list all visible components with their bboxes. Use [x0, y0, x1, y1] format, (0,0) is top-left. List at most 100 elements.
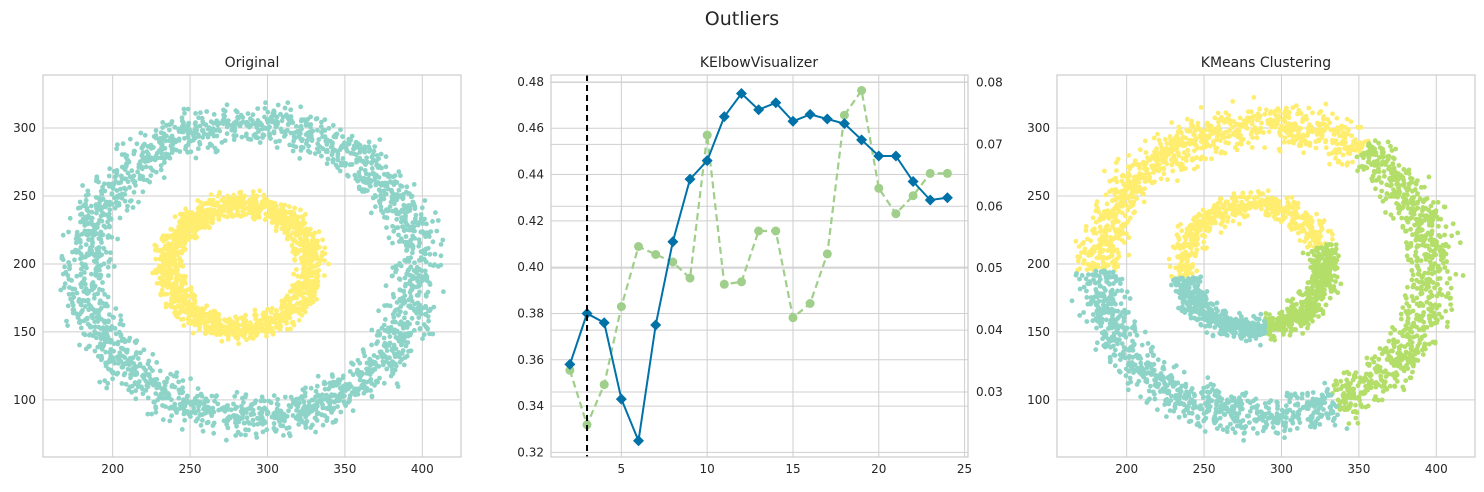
kmeans-point-series [1073, 95, 1371, 274]
data-point [169, 137, 175, 143]
data-point [1236, 127, 1242, 133]
data-point [396, 312, 401, 318]
data-point [416, 315, 422, 320]
data-point [195, 219, 201, 225]
data-point [94, 256, 100, 261]
data-point [317, 244, 322, 250]
data-point [205, 145, 211, 151]
data-point [64, 318, 69, 324]
data-point [86, 221, 92, 226]
data-point [176, 272, 181, 278]
data-point [1123, 181, 1129, 187]
data-point [157, 395, 163, 401]
data-point [143, 164, 149, 170]
data-point [176, 395, 182, 401]
data-point [1089, 246, 1095, 252]
data-point [186, 213, 192, 218]
data-point [1129, 187, 1135, 193]
data-point [139, 145, 145, 151]
data-point [176, 129, 182, 134]
data-point [350, 408, 356, 414]
data-point [1410, 308, 1416, 314]
data-point [185, 393, 190, 399]
data-point [313, 407, 319, 412]
data-point [106, 273, 111, 278]
data-point [232, 128, 238, 134]
data-point [288, 114, 294, 119]
data-point [73, 247, 78, 253]
data-point [287, 233, 293, 239]
data-point [1101, 255, 1106, 260]
data-point [363, 171, 369, 177]
data-point [93, 195, 99, 200]
data-point [278, 208, 283, 213]
data-point [211, 308, 217, 314]
data-point [200, 428, 206, 434]
fit-time-marker [788, 313, 798, 323]
data-point [405, 240, 410, 245]
data-point [1102, 168, 1107, 174]
data-point [382, 328, 388, 333]
data-point [408, 348, 414, 354]
data-point [89, 271, 94, 277]
data-point [271, 109, 277, 115]
data-point [160, 120, 166, 125]
data-point [1096, 209, 1101, 215]
data-point [1185, 140, 1191, 146]
original-y-tick-label: 250 [13, 189, 36, 203]
data-point [97, 300, 103, 306]
data-point [223, 318, 229, 323]
data-point [187, 218, 193, 224]
data-point [1211, 139, 1216, 145]
data-point [1093, 219, 1099, 225]
data-point [193, 418, 199, 424]
data-point [418, 279, 424, 285]
data-point [373, 182, 379, 188]
data-point [267, 124, 272, 130]
data-point [1400, 305, 1406, 310]
data-point [1114, 168, 1119, 174]
data-point [1203, 144, 1208, 150]
data-point [308, 292, 314, 298]
data-point [209, 393, 215, 399]
data-point [370, 152, 376, 158]
data-point [357, 149, 363, 155]
data-point [298, 207, 303, 213]
data-point [239, 403, 244, 409]
data-point [338, 127, 343, 133]
data-point [1117, 232, 1123, 238]
data-point [123, 360, 129, 366]
data-point [1126, 252, 1132, 258]
data-point [295, 416, 301, 422]
data-point [419, 229, 425, 235]
data-point [1258, 125, 1264, 131]
data-point [403, 227, 408, 233]
data-point [1278, 126, 1283, 131]
data-point [172, 236, 178, 242]
data-point [238, 193, 244, 199]
data-point [282, 208, 288, 214]
data-point [224, 330, 230, 336]
data-point [324, 147, 330, 153]
data-point [360, 371, 365, 377]
data-point [1353, 415, 1359, 421]
data-point [254, 326, 260, 331]
data-point [200, 135, 206, 140]
data-point [173, 276, 179, 282]
data-point [407, 203, 413, 209]
data-point [1323, 145, 1329, 151]
fit-time-marker [754, 226, 764, 236]
data-point [338, 160, 344, 166]
data-point [179, 304, 185, 309]
data-point [397, 296, 403, 302]
data-point [257, 120, 263, 126]
fit-time-marker [565, 365, 575, 375]
data-point [65, 273, 71, 278]
data-point [231, 401, 236, 407]
data-point [1113, 187, 1119, 192]
data-point [1254, 117, 1260, 123]
data-point [289, 217, 295, 223]
data-point [284, 215, 289, 221]
data-point [396, 169, 402, 175]
data-point [106, 173, 112, 179]
